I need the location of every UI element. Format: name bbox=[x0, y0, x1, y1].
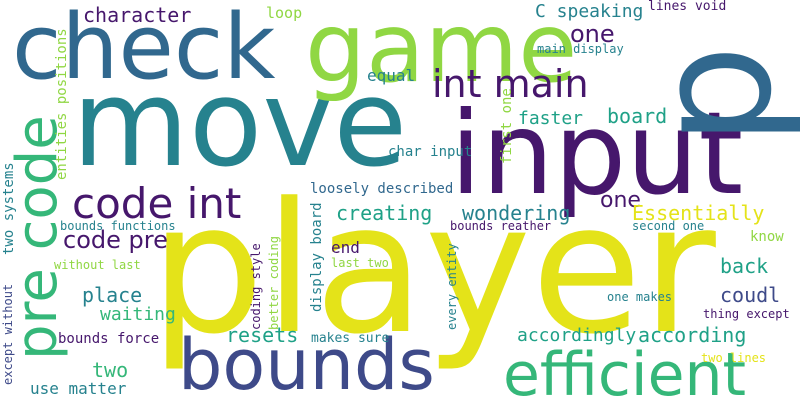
word-equal: equal bbox=[367, 66, 416, 85]
word-thing-except: thing except bbox=[703, 307, 790, 321]
word-lines-void: lines void bbox=[648, 0, 727, 14]
word-place: place bbox=[82, 283, 143, 307]
word-loop: loop bbox=[266, 4, 303, 22]
word-input: input bbox=[450, 87, 744, 220]
word-wondering: wondering bbox=[462, 201, 571, 225]
word-entities-positions: entities positions bbox=[54, 28, 70, 180]
word-without-last: without last bbox=[54, 258, 141, 272]
word-according: according bbox=[638, 323, 747, 347]
word-char-input: char input bbox=[388, 144, 473, 160]
word-accordingly: accordingly bbox=[517, 325, 637, 346]
word-faster: faster bbox=[518, 108, 584, 129]
word-main-display: main display bbox=[537, 42, 624, 56]
word-waiting: waiting bbox=[100, 304, 176, 325]
word-second-one: second one bbox=[632, 219, 705, 233]
word-one-top: one bbox=[570, 20, 615, 48]
word-bounds-reather: bounds reather bbox=[450, 219, 552, 233]
word-bounds: bounds bbox=[178, 324, 435, 400]
word-except-without: except without bbox=[1, 283, 15, 385]
word-p: p bbox=[620, 44, 800, 146]
word-check: check bbox=[12, 0, 276, 100]
word-efficient: efficient bbox=[503, 340, 747, 400]
word-coudl: coudl bbox=[720, 283, 781, 307]
word-know: know bbox=[750, 229, 784, 245]
word-code-pre: code pre bbox=[63, 226, 168, 254]
word-makes-sure: makes sure bbox=[311, 331, 390, 346]
word-better-coding: better coding bbox=[267, 236, 281, 330]
word-one-makes: one makes bbox=[607, 290, 673, 304]
word-back: back bbox=[720, 254, 769, 278]
word-board: board bbox=[607, 104, 668, 128]
word-loosely-described: loosely described bbox=[310, 181, 454, 197]
word-move: move bbox=[72, 55, 408, 194]
word-c-speaking: C speaking bbox=[535, 1, 644, 22]
word-essentially: Essentially bbox=[632, 201, 765, 225]
word-first-one: first one bbox=[499, 88, 515, 164]
word-creating: creating bbox=[336, 201, 433, 225]
word-two-systems: two systems bbox=[1, 162, 17, 255]
word-use-matter: use matter bbox=[30, 379, 127, 398]
word-display-board: display board bbox=[309, 202, 325, 312]
word-player: player bbox=[150, 165, 716, 374]
word-code-int: code int bbox=[72, 179, 242, 228]
word-last-two: last two bbox=[331, 256, 389, 270]
word-two: two bbox=[92, 358, 129, 382]
word-character: character bbox=[83, 3, 192, 27]
word-every-entity: every entity bbox=[445, 243, 459, 330]
word-coding-style: coding style bbox=[249, 243, 263, 330]
word-two-lines: two lines bbox=[701, 351, 767, 365]
word-int-main: int main bbox=[432, 62, 589, 106]
word-bounds-force: bounds force bbox=[58, 331, 160, 347]
word-one-mid: one bbox=[600, 188, 641, 213]
word-end: end bbox=[331, 238, 360, 257]
word-resets: resets bbox=[226, 323, 299, 347]
word-bounds-functions: bounds functions bbox=[60, 219, 176, 233]
word-game: game bbox=[305, 0, 578, 104]
